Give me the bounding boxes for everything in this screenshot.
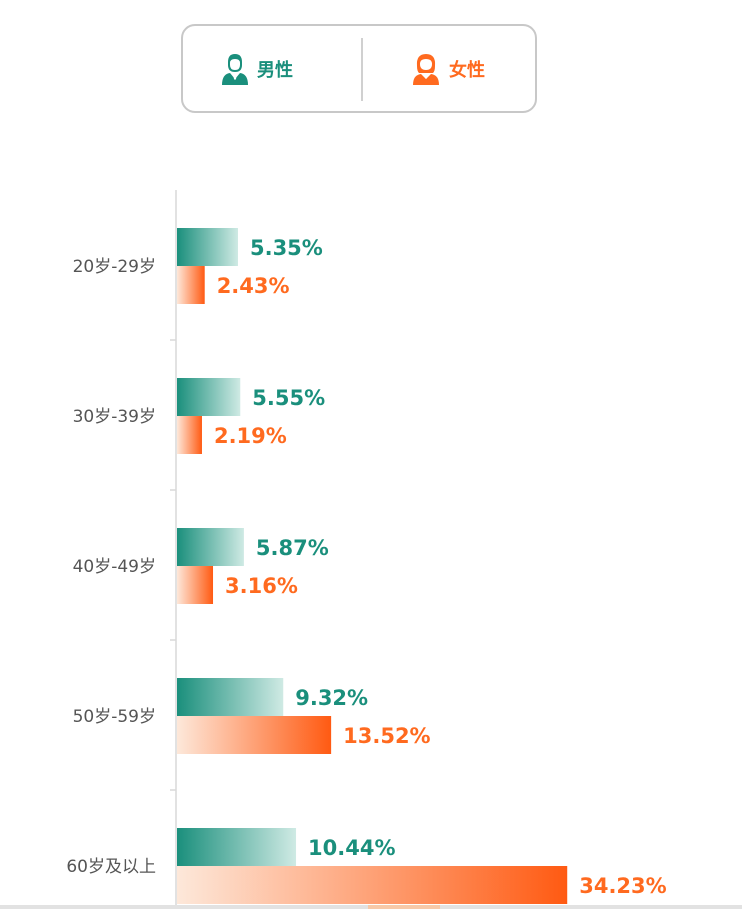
bar-female[interactable]	[177, 716, 332, 754]
bar-female[interactable]	[177, 266, 205, 304]
data-label-male: 9.32%	[295, 686, 368, 710]
bar-male[interactable]	[177, 528, 244, 566]
legend: 男性 女性	[181, 24, 537, 113]
bar-female[interactable]	[177, 566, 214, 604]
legend-female-label: 女性	[449, 59, 485, 81]
bar-female[interactable]	[177, 416, 202, 454]
legend-divider	[361, 38, 363, 101]
data-label-male: 5.35%	[250, 236, 323, 260]
data-label-male: 10.44%	[308, 836, 395, 860]
bar-male[interactable]	[177, 378, 241, 416]
data-label-female: 2.43%	[217, 274, 290, 298]
data-label-female: 34.23%	[579, 874, 666, 898]
category-label: 50岁-59岁	[73, 707, 156, 727]
data-label-male: 5.55%	[252, 386, 325, 410]
data-label-female: 2.19%	[214, 424, 287, 448]
legend-male-label: 男性	[257, 59, 293, 81]
data-label-female: 3.16%	[225, 574, 298, 598]
data-label-male: 5.87%	[256, 536, 329, 560]
bar-male[interactable]	[177, 228, 238, 266]
category-label: 40岁-49岁	[73, 557, 156, 577]
bar-male[interactable]	[177, 828, 297, 866]
bar-male[interactable]	[177, 678, 284, 716]
male-person-icon	[221, 52, 249, 86]
bar-female[interactable]	[177, 866, 568, 904]
category-label: 20岁-29岁	[73, 257, 156, 277]
female-person-icon	[411, 52, 441, 86]
data-label-female: 13.52%	[343, 724, 430, 748]
legend-female[interactable]: 女性	[411, 26, 485, 111]
category-label: 30岁-39岁	[73, 407, 156, 427]
legend-male[interactable]: 男性	[221, 26, 293, 111]
category-label: 60岁及以上	[66, 857, 156, 877]
bottom-scroll-accent	[368, 905, 440, 909]
